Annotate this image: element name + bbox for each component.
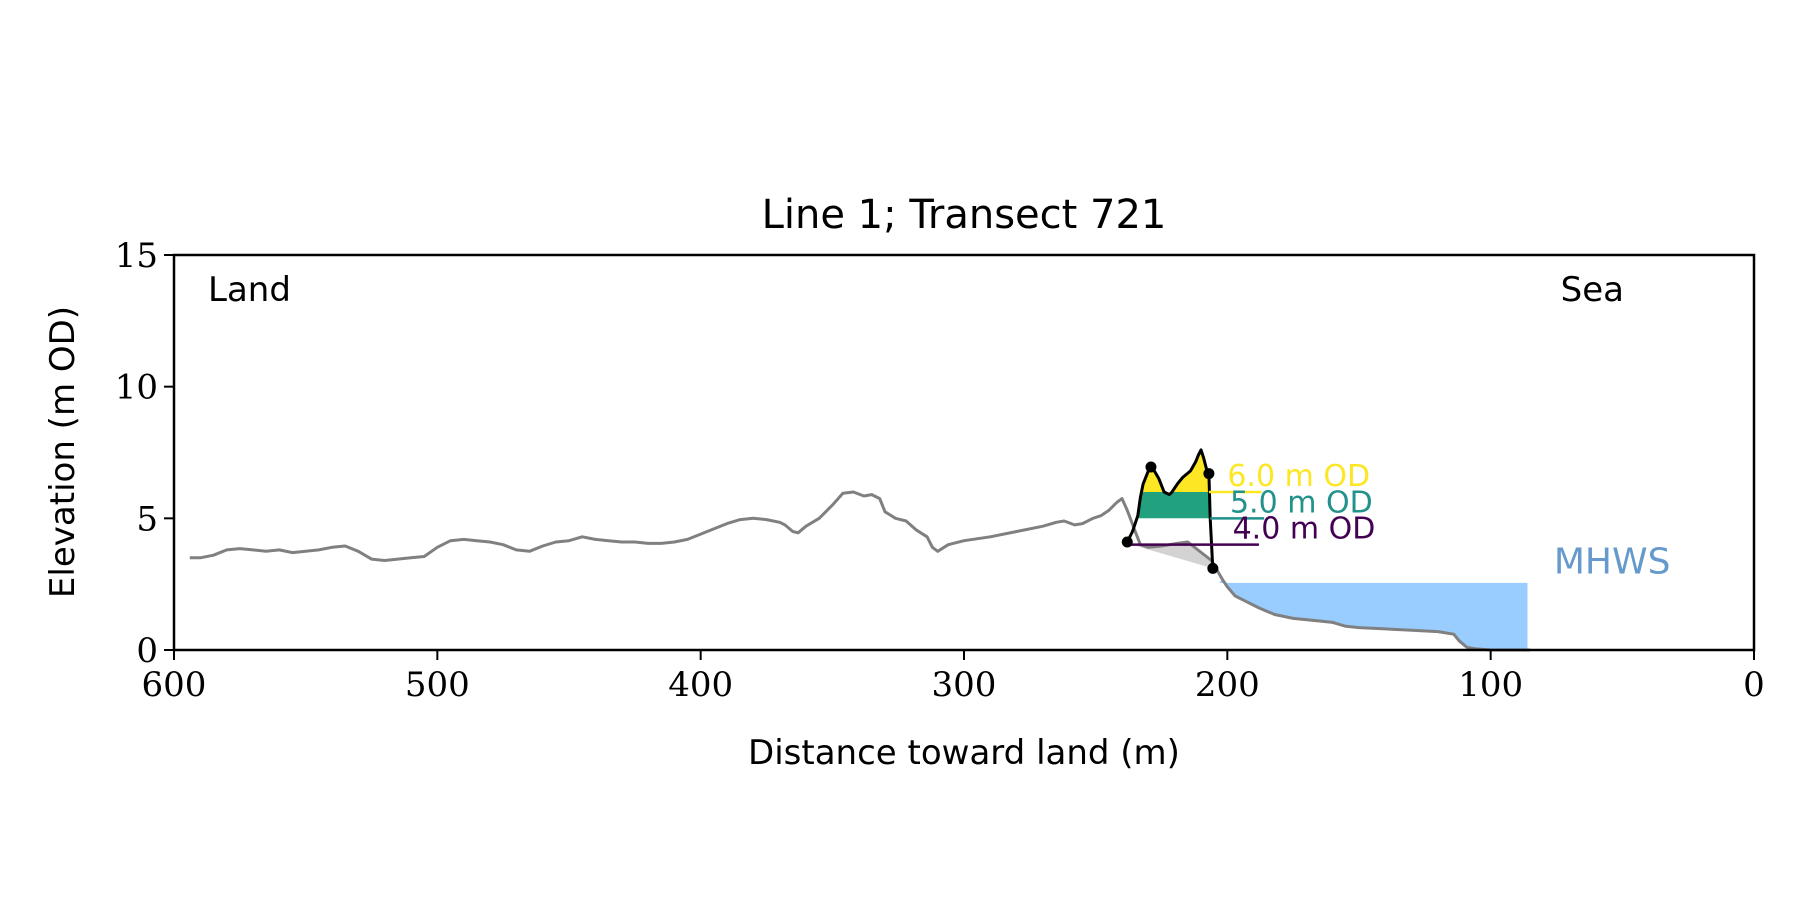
- below-dune-area: [1127, 543, 1213, 569]
- mhws-label: MHWS: [1554, 541, 1671, 582]
- x-axis-label: Distance toward land (m): [748, 733, 1180, 773]
- level-label-6: 6.0 m OD: [1227, 459, 1370, 494]
- x-tick-label: 600: [142, 665, 207, 705]
- level-label-5: 5.0 m OD: [1230, 485, 1373, 520]
- axis-ticks: 600 500 400 300 200 100 0 0 5 10 15: [115, 236, 1765, 705]
- mhws-water-area: [1219, 578, 1528, 650]
- y-tick-label: 5: [136, 499, 158, 539]
- y-axis-label: Elevation (m OD): [43, 306, 83, 598]
- dune-point: [1145, 461, 1157, 473]
- x-tick-label: 100: [1458, 665, 1523, 705]
- profile-line: [189, 490, 1531, 652]
- sea-label: Sea: [1561, 270, 1624, 310]
- y-tick-label: 0: [136, 631, 158, 671]
- x-tick-label: 0: [1743, 665, 1765, 705]
- y-tick-label: 15: [115, 236, 158, 276]
- land-label: Land: [208, 270, 291, 310]
- level-label-4: 4.0 m OD: [1233, 512, 1376, 547]
- chart-title: Line 1; Transect 721: [762, 192, 1167, 238]
- dune-point: [1203, 468, 1215, 480]
- x-tick-label: 500: [405, 665, 470, 705]
- y-tick-label: 10: [115, 368, 158, 408]
- dune-outline: [1125, 448, 1215, 569]
- plot-layers: 6.0 m OD5.0 m OD4.0 m OD MHWS: [189, 448, 1671, 652]
- dune-point: [1207, 562, 1219, 574]
- dune-point: [1121, 536, 1133, 548]
- dune-band-5-6: [1136, 492, 1211, 519]
- x-tick-label: 300: [932, 665, 997, 705]
- x-tick-label: 200: [1195, 665, 1260, 705]
- x-tick-label: 400: [668, 665, 733, 705]
